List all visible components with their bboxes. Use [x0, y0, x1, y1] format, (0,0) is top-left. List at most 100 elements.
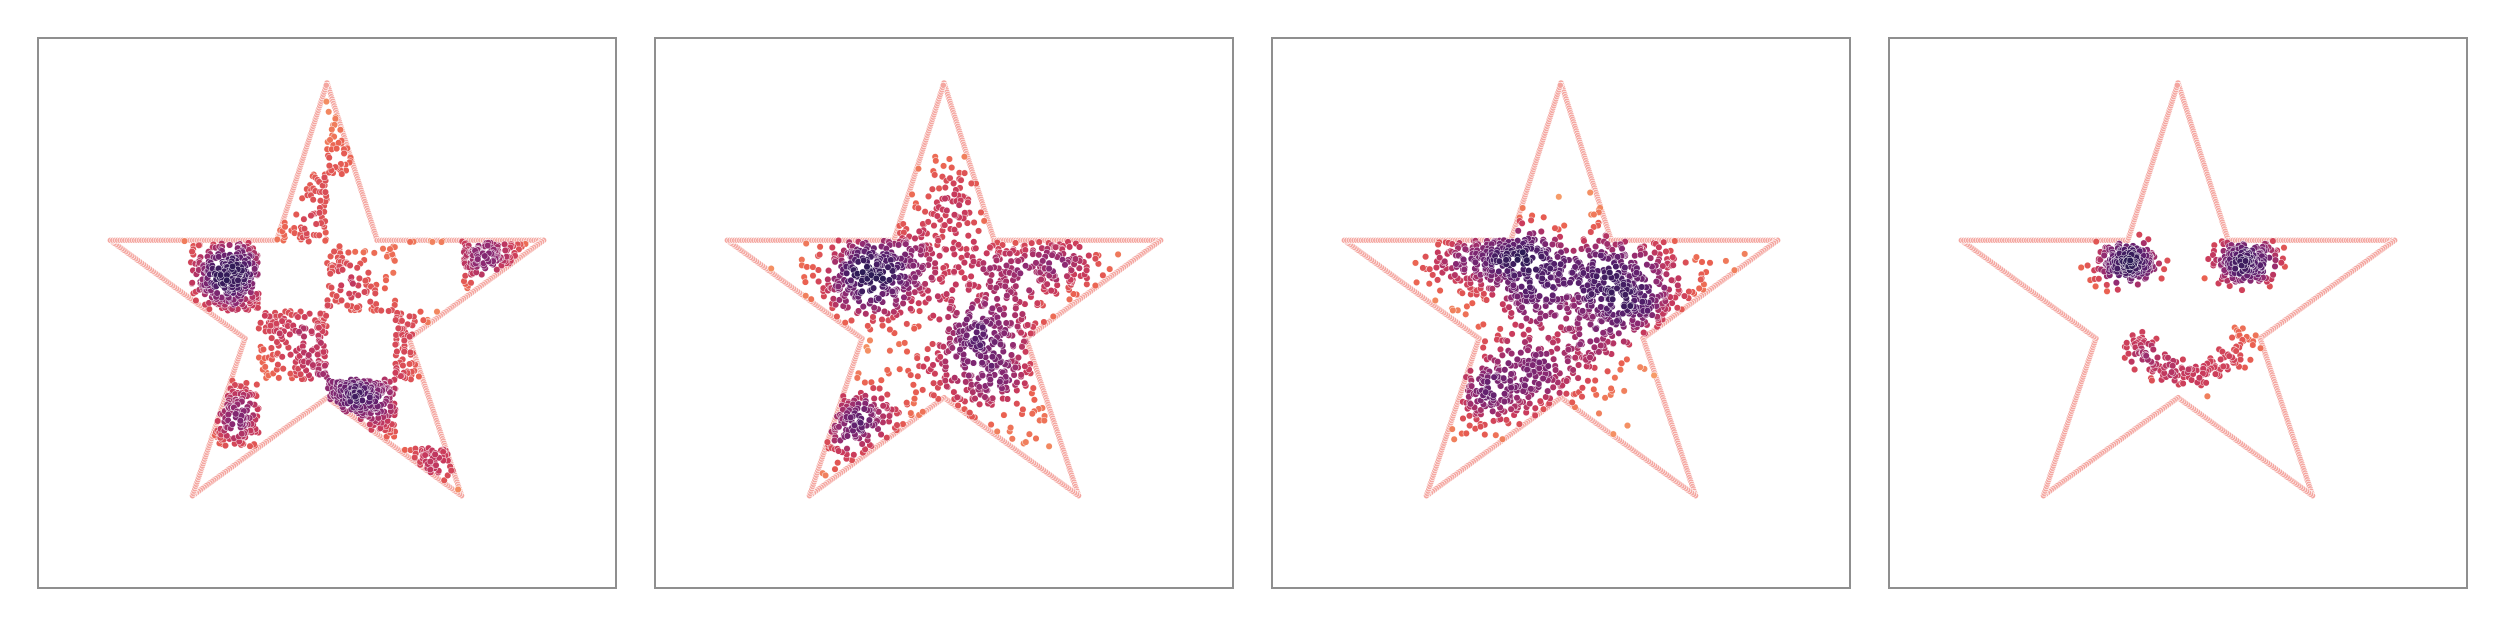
data-point — [885, 412, 893, 420]
data-point — [986, 283, 994, 291]
data-point — [1045, 442, 1053, 450]
data-point — [896, 365, 904, 373]
data-point — [1047, 287, 1055, 295]
data-point — [960, 259, 968, 267]
data-point — [1578, 393, 1586, 401]
data-point — [1449, 306, 1457, 314]
data-point — [295, 328, 303, 336]
data-point — [406, 312, 414, 320]
data-point — [461, 272, 469, 280]
data-point — [941, 377, 949, 385]
data-point — [957, 176, 965, 184]
data-point — [1482, 296, 1491, 304]
data-point — [1075, 243, 1084, 251]
data-point — [1014, 257, 1022, 265]
data-point — [433, 308, 441, 316]
data-point — [366, 298, 374, 306]
data-point — [1003, 395, 1012, 403]
panel-1-plot — [107, 79, 547, 500]
data-point — [1032, 434, 1040, 443]
data-point — [1640, 329, 1648, 337]
outline-point — [939, 81, 947, 89]
data-point — [1527, 216, 1535, 224]
data-point — [389, 269, 397, 277]
data-point — [1009, 341, 1017, 349]
data-point — [914, 204, 922, 212]
data-point — [803, 263, 811, 271]
data-point — [426, 458, 434, 466]
data-point — [929, 312, 937, 320]
data-point — [962, 378, 970, 386]
data-point — [1590, 210, 1598, 219]
data-point — [1730, 266, 1739, 274]
data-point — [928, 274, 936, 282]
data-point — [909, 262, 917, 270]
data-point — [392, 331, 400, 339]
data-point — [941, 195, 949, 203]
data-point — [1601, 394, 1609, 402]
data-point — [879, 275, 887, 283]
data-point — [923, 355, 931, 363]
data-point — [950, 179, 958, 187]
data-point — [274, 361, 282, 369]
data-point — [1085, 252, 1093, 260]
data-point — [180, 237, 189, 245]
data-point — [325, 162, 333, 170]
data-point — [1462, 310, 1470, 318]
data-point — [935, 184, 943, 192]
data-point — [933, 212, 941, 220]
data-point — [1669, 253, 1677, 261]
data-point — [1014, 322, 1022, 331]
data-point — [1011, 295, 1019, 303]
data-point — [875, 295, 883, 303]
data-point — [286, 330, 294, 338]
data-point — [834, 282, 842, 291]
data-point — [501, 246, 509, 254]
data-point — [1695, 284, 1703, 292]
data-point — [1458, 289, 1466, 297]
data-point — [1043, 280, 1051, 288]
data-point — [929, 361, 937, 369]
data-point — [816, 243, 824, 251]
data-point — [1697, 276, 1705, 284]
data-point — [886, 347, 894, 355]
data-point — [946, 174, 954, 182]
data-point — [1722, 257, 1730, 265]
data-point — [188, 279, 196, 287]
data-point — [993, 256, 1001, 264]
data-point — [1067, 266, 1075, 274]
data-point — [961, 169, 969, 177]
scatter-points — [1411, 189, 1749, 443]
data-point — [371, 289, 379, 297]
data-point — [963, 219, 971, 227]
data-point — [313, 343, 321, 351]
data-point — [866, 336, 874, 344]
data-point — [1587, 228, 1595, 236]
data-point — [351, 248, 359, 256]
data-point — [327, 284, 335, 292]
data-point — [1463, 302, 1471, 310]
data-point — [1001, 282, 1009, 290]
data-point — [890, 308, 898, 316]
data-point — [1498, 435, 1507, 443]
data-point — [862, 310, 870, 318]
data-point — [1028, 239, 1036, 247]
data-point — [326, 136, 334, 144]
data-point — [1432, 263, 1440, 272]
data-point — [991, 338, 999, 346]
data-point — [1037, 275, 1045, 284]
data-point — [358, 396, 366, 404]
scatter-points — [180, 98, 529, 494]
data-point — [986, 376, 994, 384]
data-point — [893, 421, 901, 429]
data-point — [879, 322, 887, 330]
data-point — [945, 155, 953, 163]
data-point — [253, 381, 261, 389]
data-point — [1069, 290, 1078, 298]
data-point — [858, 287, 866, 295]
data-point — [251, 265, 259, 273]
data-point — [983, 249, 991, 257]
data-point — [400, 336, 408, 345]
data-point — [864, 322, 872, 330]
data-point — [861, 378, 869, 387]
